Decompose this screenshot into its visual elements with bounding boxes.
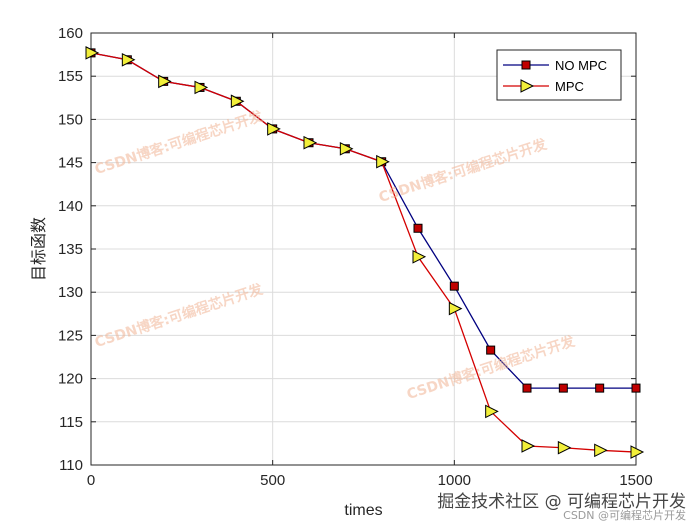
data-point: [194, 80, 209, 95]
data-point: [595, 383, 605, 393]
y-tick-label: 135: [58, 241, 83, 258]
series-line: [90, 52, 637, 453]
x-tick-label: 1000: [438, 472, 471, 489]
grid-lines: [90, 32, 637, 466]
data-point: [339, 141, 354, 156]
legend-item: NO MPC: [503, 58, 607, 73]
y-tick-label: 155: [58, 68, 83, 85]
axes: 0 500 1000 1500 110 115 120 125 130 135 140 145 150 1…: [58, 25, 653, 489]
data-point: [522, 383, 532, 393]
data-point: [121, 52, 136, 67]
y-tick-label: 125: [58, 327, 83, 344]
y-tick-label: 160: [58, 25, 83, 42]
x-tick-label: 1500: [619, 472, 652, 489]
y-tick-label: 115: [59, 414, 83, 431]
data-point: [303, 135, 318, 150]
legend-swatch-marker: [521, 60, 531, 70]
y-tick-label: 120: [58, 371, 83, 388]
data-point: [631, 383, 641, 393]
x-tick-label: 0: [87, 472, 95, 489]
footer-watermark: 掘金技术社区 @ 可编程芯片开发: [437, 492, 686, 512]
y-tick-label: 150: [58, 111, 83, 128]
data-point: [413, 223, 423, 233]
legend-swatch-marker: [520, 79, 535, 93]
legend: NO MPC MPC: [496, 49, 622, 101]
y-axis-label: 目标函数: [30, 217, 48, 281]
data-point: [230, 94, 245, 109]
data-point: [558, 383, 568, 393]
series-2: [85, 46, 645, 459]
data-point: [486, 345, 496, 355]
data-point: [557, 440, 572, 455]
y-tick-label: 140: [58, 198, 83, 215]
data-point: [521, 439, 536, 453]
data-point: [630, 445, 645, 459]
legend-label: MPC: [555, 79, 584, 94]
data-point: [158, 74, 172, 89]
legend-item: MPC: [503, 79, 584, 94]
data-point: [376, 154, 390, 169]
data-point: [412, 249, 427, 264]
y-tick-label: 145: [58, 155, 83, 172]
y-tick-label: 130: [58, 284, 83, 301]
data-point: [448, 301, 463, 316]
data-point: [85, 46, 100, 60]
legend-box: [496, 49, 622, 101]
y-tick-label: 110: [59, 457, 83, 474]
data-point: [485, 404, 499, 419]
x-axis-label: times: [344, 502, 382, 519]
data-point: [449, 281, 459, 291]
footer-watermark-sub: CSDN @可编程芯片开发: [563, 509, 686, 522]
x-tick-label: 500: [260, 472, 285, 489]
legend-label: NO MPC: [555, 58, 607, 73]
data-point: [267, 122, 281, 136]
series-layer: [85, 46, 645, 459]
data-point: [594, 443, 608, 458]
